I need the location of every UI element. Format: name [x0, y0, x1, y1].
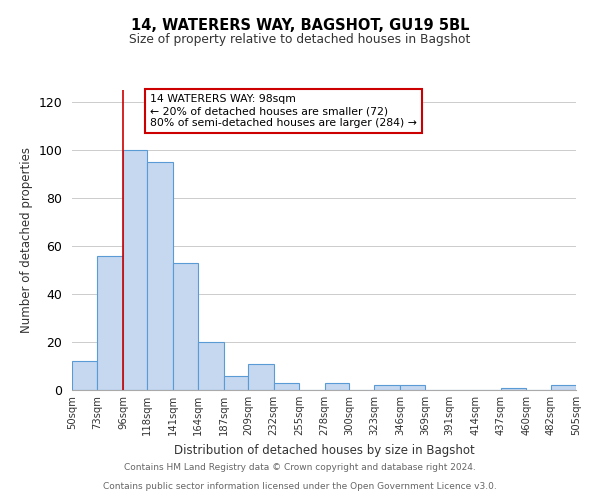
Bar: [325, 383, 349, 390]
Bar: [97, 256, 123, 390]
Bar: [148, 162, 173, 390]
Text: 14 WATERERS WAY: 98sqm
← 20% of detached houses are smaller (72)
80% of semi-det: 14 WATERERS WAY: 98sqm ← 20% of detached…: [150, 94, 417, 128]
Bar: [551, 385, 576, 390]
Text: Contains public sector information licensed under the Open Government Licence v3: Contains public sector information licen…: [103, 482, 497, 491]
Bar: [374, 385, 400, 390]
Bar: [248, 364, 274, 390]
Bar: [123, 150, 148, 390]
Bar: [173, 263, 198, 390]
Text: Size of property relative to detached houses in Bagshot: Size of property relative to detached ho…: [130, 32, 470, 46]
Text: Contains HM Land Registry data © Crown copyright and database right 2024.: Contains HM Land Registry data © Crown c…: [124, 464, 476, 472]
Y-axis label: Number of detached properties: Number of detached properties: [20, 147, 33, 333]
Bar: [274, 383, 299, 390]
Text: 14, WATERERS WAY, BAGSHOT, GU19 5BL: 14, WATERERS WAY, BAGSHOT, GU19 5BL: [131, 18, 469, 32]
Bar: [224, 376, 248, 390]
Bar: [72, 361, 97, 390]
Bar: [400, 385, 425, 390]
Bar: [198, 342, 224, 390]
Bar: [500, 388, 526, 390]
X-axis label: Distribution of detached houses by size in Bagshot: Distribution of detached houses by size …: [173, 444, 475, 456]
